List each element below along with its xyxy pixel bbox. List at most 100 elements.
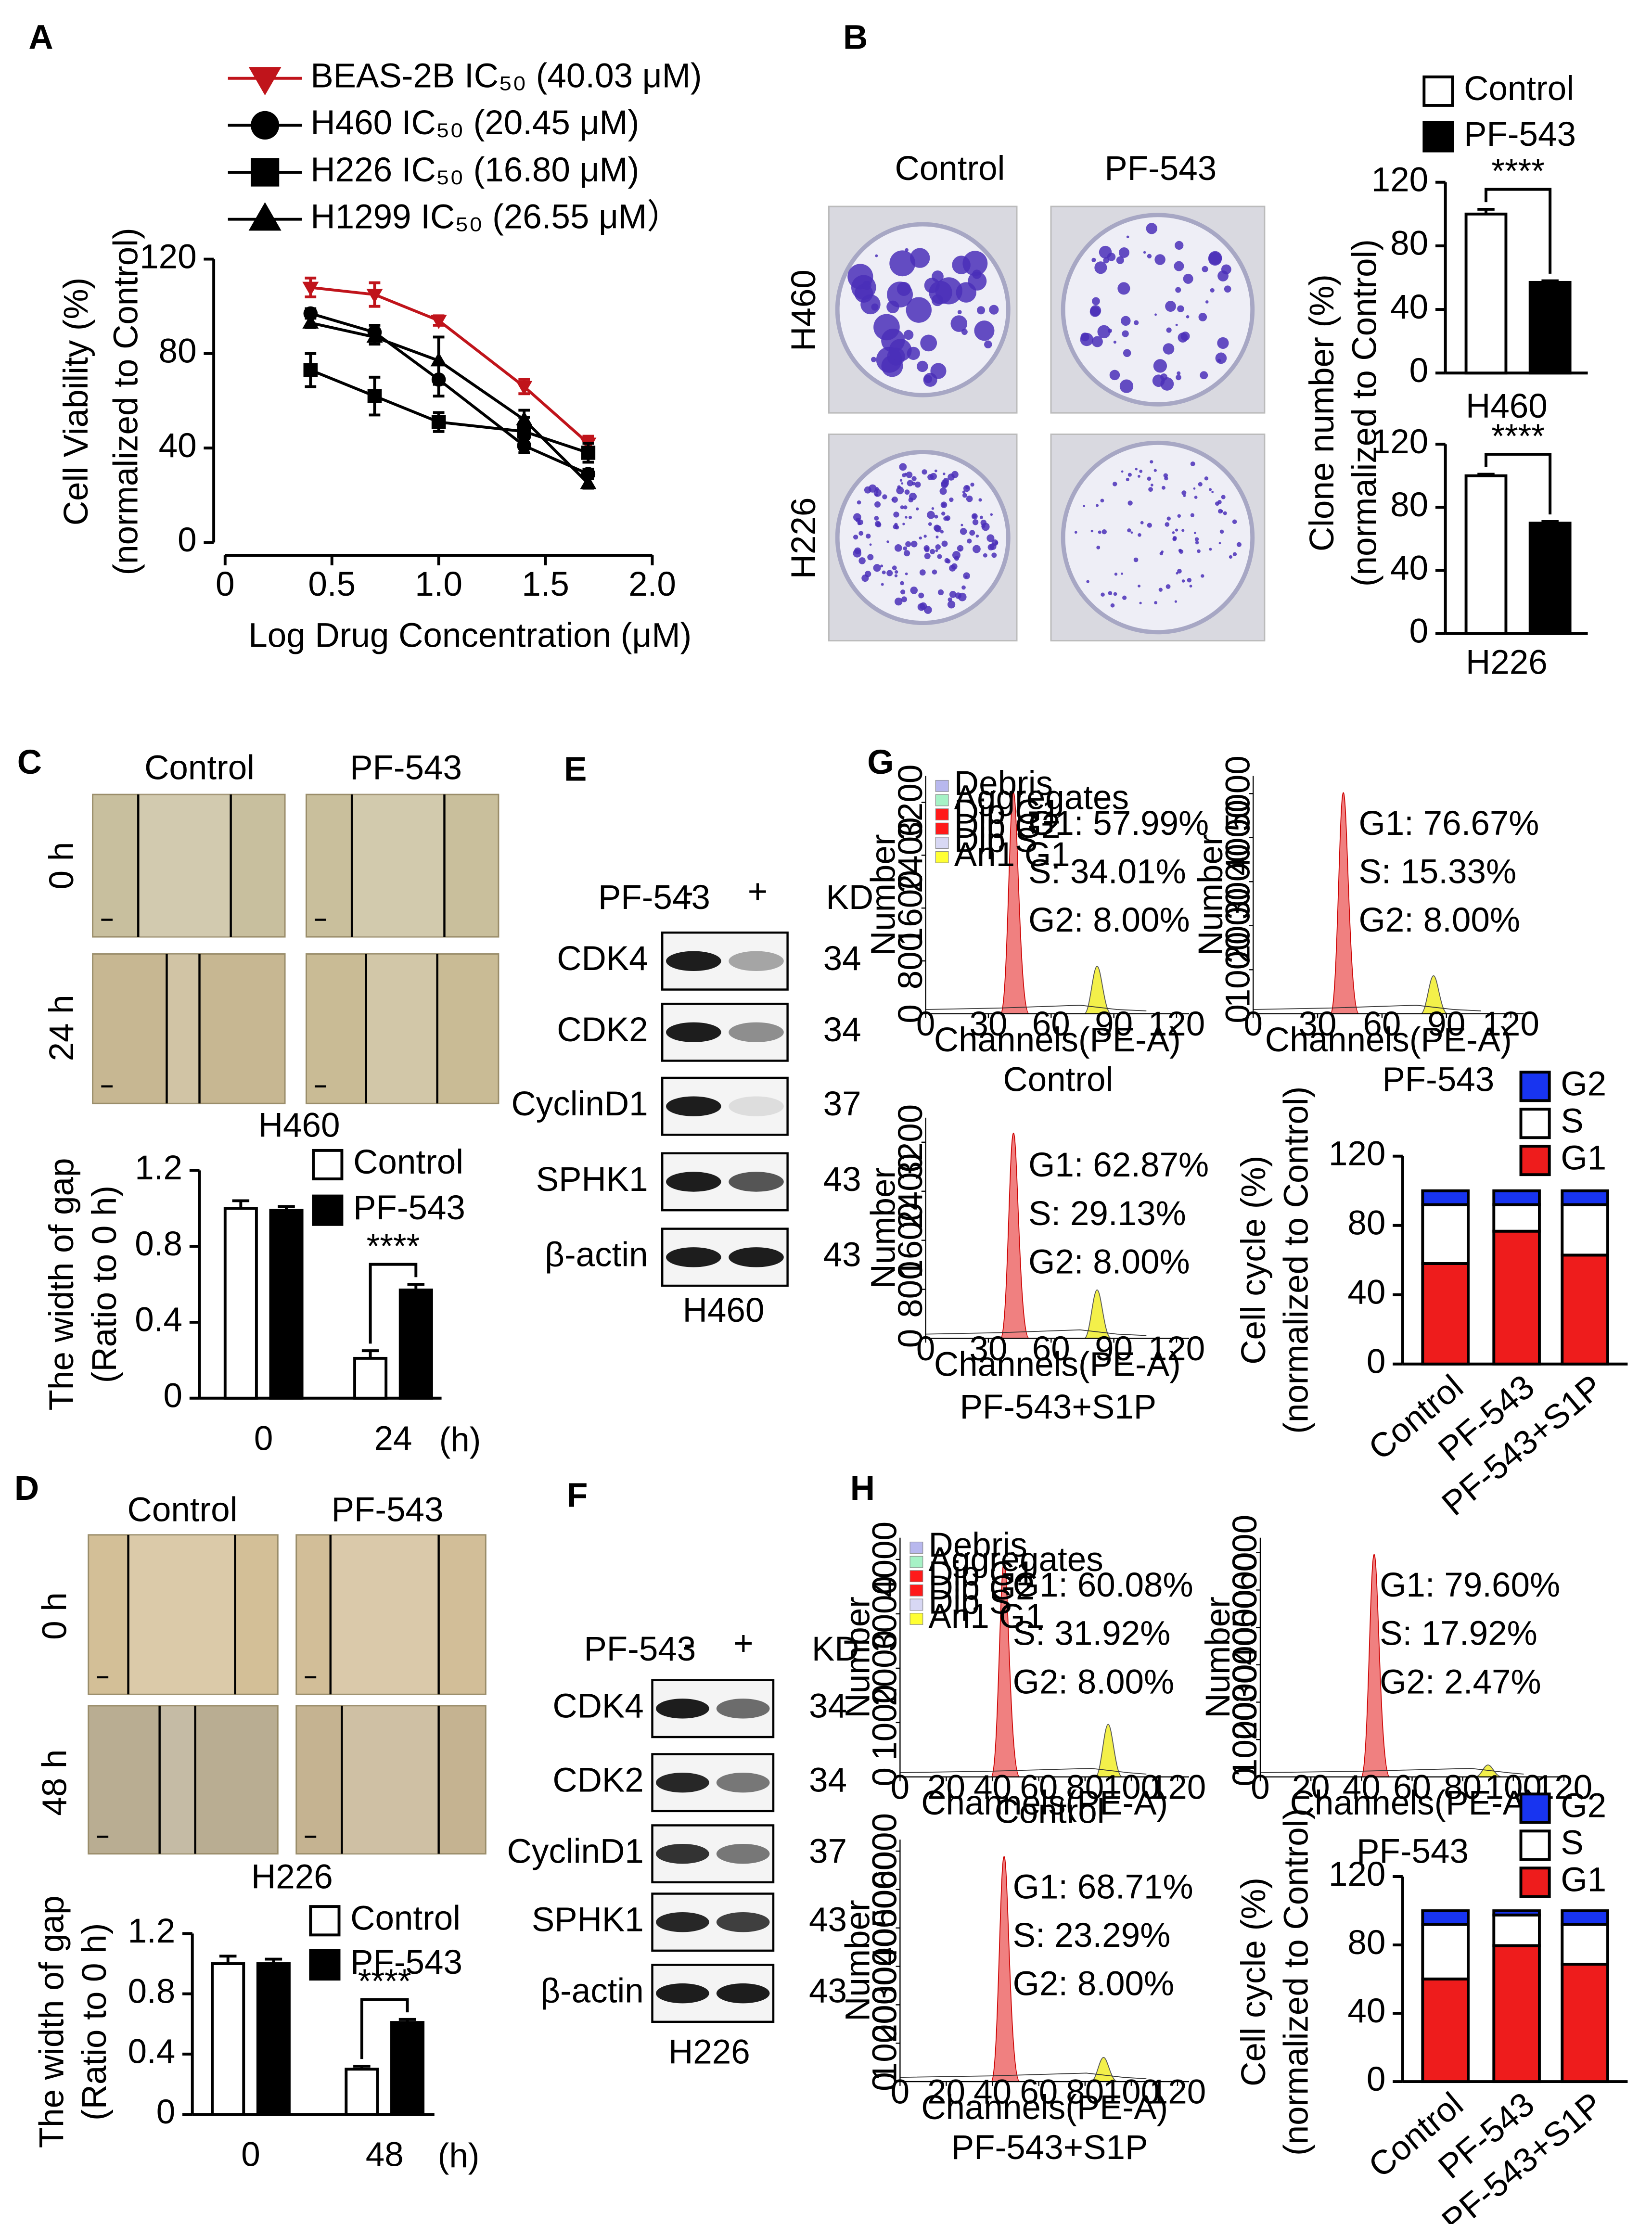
- colony: [1166, 516, 1171, 521]
- wound-photo: [88, 1705, 279, 1855]
- colony: [940, 501, 948, 508]
- plate-well: [1061, 213, 1255, 407]
- colony: [950, 315, 968, 332]
- series-line: [310, 286, 589, 445]
- colony: [1176, 374, 1181, 381]
- colony: [939, 487, 947, 495]
- colony: [910, 587, 918, 594]
- y-tick-label: 120: [1371, 423, 1428, 461]
- bar-segment: [1421, 1189, 1470, 1206]
- protein-label: CDK2: [552, 1761, 643, 1799]
- y-axis-label: (normalized to Control): [1346, 239, 1384, 587]
- y-tick-label: 0: [1367, 2060, 1386, 2098]
- bar-segment: [1492, 1913, 1541, 1947]
- colony: [1176, 572, 1178, 575]
- colony: [1210, 288, 1215, 293]
- y-tick-label: 4000: [1226, 1589, 1264, 1665]
- colony: [919, 569, 926, 576]
- colony: [949, 591, 957, 598]
- blot-band: [729, 1172, 784, 1192]
- legend-swatch: [1422, 121, 1454, 153]
- kd-label: 43: [809, 1901, 847, 1939]
- bar: [345, 2068, 379, 2116]
- colony: [963, 572, 970, 579]
- legend-label: PF-543: [353, 1189, 465, 1227]
- g2-peak: [1084, 966, 1112, 1014]
- phase-annotation: S: 31.92%: [1013, 1615, 1171, 1653]
- legend-label: Dip G2: [954, 807, 1061, 845]
- x-tick-label: 60: [1393, 1768, 1431, 1806]
- colony: [906, 471, 913, 478]
- colony: [893, 524, 898, 529]
- colony: [941, 540, 948, 547]
- colony: [1116, 256, 1124, 264]
- colony: [1092, 297, 1100, 306]
- blot-caption: H226: [668, 2033, 750, 2071]
- colony: [1177, 569, 1182, 574]
- colony: [1190, 513, 1195, 517]
- y-tick-label: 1600: [892, 1202, 930, 1278]
- y-tick-label: 120: [1371, 161, 1428, 199]
- bar: [1464, 212, 1508, 375]
- blot-caption: H460: [683, 1291, 765, 1329]
- colony: [1161, 486, 1165, 490]
- colony: [1209, 488, 1212, 491]
- colony: [1198, 313, 1207, 321]
- row-label: 24 h: [43, 995, 81, 1061]
- blot-band: [729, 1022, 784, 1043]
- legend-label: Debris: [954, 765, 1053, 803]
- colony: [1100, 498, 1104, 503]
- colony: [1147, 523, 1152, 528]
- colony: [886, 540, 889, 543]
- colony: [958, 592, 967, 601]
- phase-annotation: G2: 8.00%: [1028, 1243, 1190, 1281]
- panel-letter: D: [14, 1470, 39, 1508]
- blot-unit: KD: [812, 1630, 859, 1668]
- y-axis-label: Number: [839, 1597, 877, 1718]
- colony: [1217, 270, 1229, 281]
- colony: [1174, 261, 1184, 271]
- lane-label: +: [733, 1624, 753, 1662]
- colony: [934, 469, 937, 473]
- colony: [1217, 337, 1229, 349]
- x-tick-label: 120: [1149, 2073, 1206, 2111]
- x-unit-label: (h): [438, 2137, 480, 2175]
- colony: [858, 557, 866, 564]
- bar-segment: [1492, 1203, 1541, 1233]
- colony: [1172, 531, 1175, 534]
- plot-caption: PF-543: [1357, 1832, 1469, 1870]
- colony: [860, 294, 881, 315]
- bar-segment: [1492, 1944, 1541, 2083]
- colony: [1187, 578, 1192, 583]
- colony: [1121, 470, 1124, 473]
- y-tick-label: 1600: [892, 870, 930, 946]
- colony: [1154, 601, 1158, 604]
- colony: [971, 513, 978, 520]
- phase-annotation: S: 17.92%: [1380, 1615, 1537, 1653]
- colony: [894, 544, 902, 552]
- bar-segment: [1561, 1923, 1609, 1966]
- y-tick-label: 3000: [1219, 844, 1257, 920]
- legend-swatch: [309, 1949, 341, 1981]
- colony: [903, 505, 908, 510]
- colony: [1194, 496, 1198, 499]
- legend-label: Dip S: [954, 822, 1038, 860]
- y-tick-label: 0.8: [135, 1225, 182, 1263]
- y-tick-label: 0: [892, 1004, 930, 1023]
- legend-label: An1 G1: [929, 1598, 1045, 1636]
- colony: [1094, 261, 1107, 274]
- colony: [986, 534, 995, 542]
- x-tick-label: 0: [1243, 1005, 1263, 1043]
- colony: [1147, 476, 1152, 481]
- colony: [1113, 340, 1116, 344]
- colony: [1201, 574, 1204, 578]
- legend-label: H460 IC₅₀ (20.45 μM): [310, 104, 639, 142]
- kd-label: 43: [823, 1236, 861, 1274]
- error-bar: [1541, 279, 1559, 282]
- x-tick-label: 120: [1149, 1768, 1206, 1806]
- row-label: 0 h: [43, 842, 81, 890]
- bar-segment: [1561, 1963, 1609, 2083]
- marker: [366, 289, 383, 303]
- colony: [984, 340, 992, 349]
- colony: [920, 334, 937, 352]
